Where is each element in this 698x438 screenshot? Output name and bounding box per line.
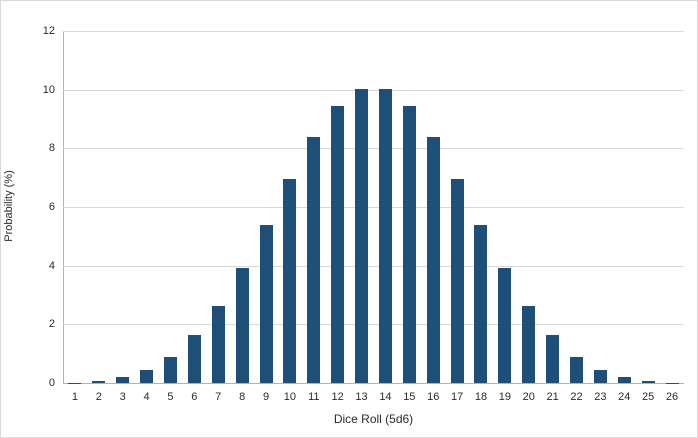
- y-tick-label: 6: [48, 201, 55, 213]
- x-tick-label: 5: [167, 391, 174, 403]
- bar: [641, 381, 655, 383]
- bar: [283, 179, 297, 383]
- gridline: [63, 148, 684, 150]
- x-tick-label: 14: [379, 391, 392, 403]
- x-tick-label: 9: [262, 391, 270, 403]
- bar: [92, 381, 106, 383]
- x-axis-line: [63, 383, 684, 384]
- bar: [116, 377, 130, 383]
- x-tick-label: 25: [642, 391, 655, 403]
- bar: [450, 179, 464, 383]
- y-tick-label: 8: [48, 142, 55, 155]
- y-tick-label: 4: [48, 259, 55, 272]
- x-tick-label: 7: [215, 391, 222, 403]
- bar: [307, 137, 321, 383]
- bar: [522, 305, 536, 383]
- bar: [211, 305, 225, 383]
- x-tick-label: 11: [308, 391, 320, 403]
- x-tick-label: 2: [95, 391, 102, 403]
- x-tick-label: 23: [594, 391, 607, 403]
- x-tick-label: 17: [450, 391, 464, 403]
- x-tick-label: 22: [570, 391, 583, 403]
- x-tick-label: 16: [427, 391, 440, 403]
- x-tick-label: 26: [665, 391, 679, 403]
- x-tick-label: 19: [498, 391, 511, 403]
- bar: [474, 224, 488, 383]
- x-tick-label: 20: [522, 391, 535, 403]
- x-tick-label: 21: [546, 391, 559, 403]
- bar: [593, 369, 607, 383]
- bar: [378, 88, 392, 383]
- gridline: [63, 31, 684, 32]
- gridline: [63, 207, 684, 208]
- bar: [498, 267, 512, 383]
- y-tick-label: 12: [42, 25, 55, 37]
- bar: [355, 88, 369, 383]
- x-tick-label: 15: [403, 391, 416, 403]
- gridline: [63, 89, 684, 91]
- bar: [187, 335, 201, 383]
- bar: [259, 224, 273, 383]
- x-tick-label: 8: [239, 391, 246, 403]
- x-tick-label: 1: [71, 391, 78, 403]
- bar: [331, 105, 345, 383]
- x-tick-label: 3: [119, 391, 126, 403]
- gridline: [63, 265, 684, 267]
- x-tick-label: 24: [618, 391, 631, 403]
- y-tick-label: 10: [42, 83, 55, 96]
- bar: [140, 369, 154, 383]
- gridline: [63, 324, 684, 326]
- bar: [402, 105, 416, 383]
- bar: [235, 267, 249, 383]
- bar: [426, 137, 440, 383]
- y-tick-label: 2: [48, 318, 55, 331]
- y-tick-label: 0: [48, 377, 55, 389]
- x-tick-label: 18: [474, 391, 488, 403]
- x-tick-label: 12: [331, 391, 344, 403]
- bar: [163, 356, 177, 383]
- x-axis-title: Dice Roll (5d6): [333, 412, 414, 426]
- bar: [617, 377, 631, 383]
- x-tick-label: 13: [355, 391, 368, 403]
- bar: [546, 335, 560, 383]
- bar: [570, 356, 584, 383]
- x-tick-label: 10: [283, 391, 297, 403]
- x-tick-label: 6: [191, 391, 198, 403]
- x-tick-label: 4: [143, 391, 150, 403]
